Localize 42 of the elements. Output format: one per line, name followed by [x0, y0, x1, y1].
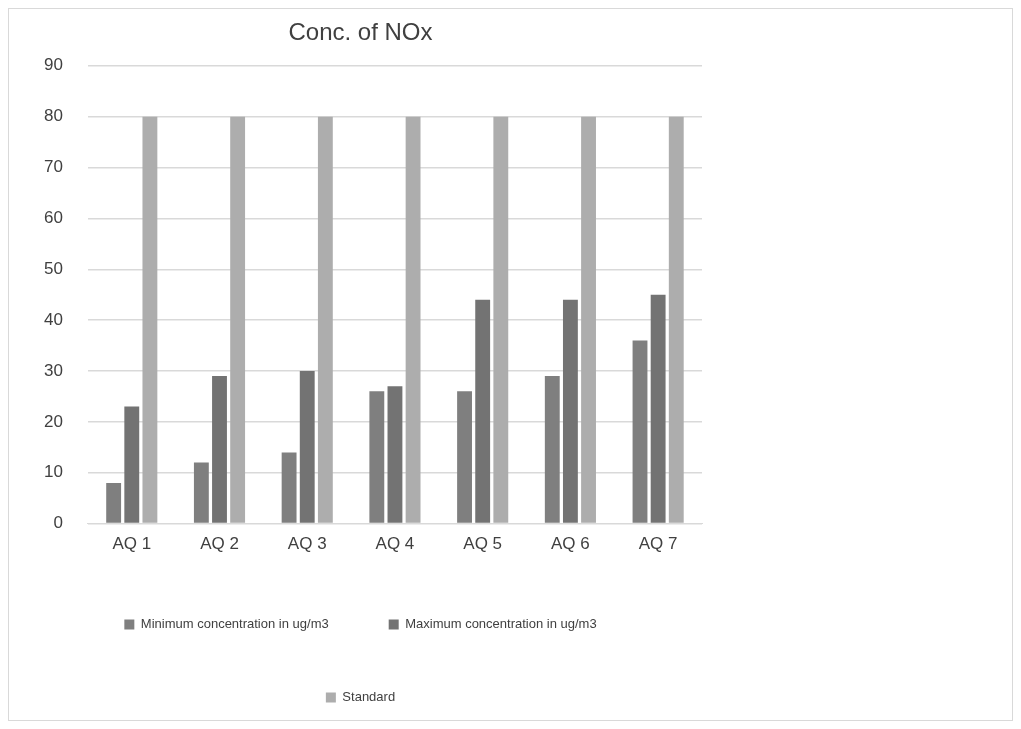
- bar: [493, 116, 509, 523]
- y-tick-label: 50: [43, 258, 63, 278]
- bar: [650, 294, 666, 523]
- bar: [317, 116, 333, 523]
- bar: [106, 482, 122, 523]
- x-tick-label: AQ 1: [112, 534, 152, 554]
- bar: [562, 299, 578, 523]
- bar: [632, 340, 648, 523]
- bar: [581, 116, 596, 523]
- x-tick-label: AQ 5: [463, 534, 503, 554]
- y-tick-label: 10: [43, 462, 63, 482]
- bar: [369, 391, 385, 523]
- bar: [544, 376, 560, 523]
- bar: [405, 116, 421, 523]
- y-tick-label: 0: [53, 513, 63, 533]
- y-tick-label: 30: [43, 360, 63, 380]
- legend-label: Standard: [342, 689, 396, 705]
- y-tick-label: 60: [43, 208, 63, 228]
- chart-title: Conc. of NOx: [288, 18, 433, 46]
- y-tick-label: 40: [43, 309, 63, 329]
- bar: [457, 391, 472, 523]
- legend-label: Maximum concentration in ug/m3: [405, 616, 597, 632]
- bar: [475, 299, 491, 523]
- y-tick-label: 70: [43, 157, 63, 177]
- bar: [193, 462, 209, 523]
- bar: [281, 452, 297, 523]
- x-tick-label: AQ 4: [375, 534, 415, 554]
- x-tick-label: AQ 7: [638, 534, 678, 554]
- y-tick-label: 90: [43, 55, 63, 75]
- bar: [299, 371, 315, 523]
- bar: [230, 116, 246, 523]
- x-tick-label: AQ 6: [551, 534, 590, 554]
- bar: [668, 116, 684, 523]
- bar: [212, 376, 227, 523]
- bar: [124, 406, 140, 523]
- x-tick-label: AQ 2: [200, 534, 239, 554]
- y-tick-label: 80: [43, 106, 63, 126]
- legend-label: Minimum concentration in ug/m3: [140, 616, 329, 632]
- bar: [142, 116, 158, 523]
- bar: [387, 386, 403, 523]
- x-tick-label: AQ 3: [287, 534, 327, 554]
- y-tick-label: 20: [43, 411, 63, 431]
